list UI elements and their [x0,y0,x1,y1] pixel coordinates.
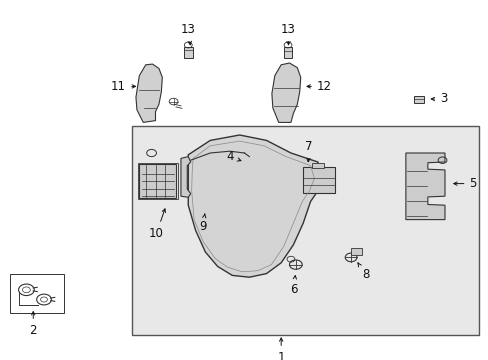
Text: 3: 3 [430,93,447,105]
Polygon shape [271,63,300,122]
Text: 9: 9 [199,214,206,233]
Text: 13: 13 [281,23,295,45]
Bar [413,96,424,103]
Bar [283,47,292,58]
Text: 4: 4 [226,150,241,163]
Bar [183,47,192,58]
Text: 13: 13 [181,23,195,45]
Bar [10,274,63,313]
Bar [311,163,324,168]
Text: 12: 12 [306,80,331,93]
Polygon shape [136,64,162,122]
Bar [303,167,334,193]
Polygon shape [181,157,190,197]
Text: 7: 7 [305,140,312,162]
Text: 5: 5 [453,177,476,190]
Text: 8: 8 [357,263,368,281]
Text: 1: 1 [277,338,285,360]
Text: 10: 10 [149,209,165,240]
Bar [139,164,176,198]
Text: 2: 2 [29,312,37,337]
Bar [138,163,177,199]
Polygon shape [405,153,444,220]
Polygon shape [188,135,322,277]
Text: 6: 6 [289,276,297,296]
Text: 11: 11 [111,80,135,93]
Bar [132,126,478,335]
Bar [350,248,361,255]
